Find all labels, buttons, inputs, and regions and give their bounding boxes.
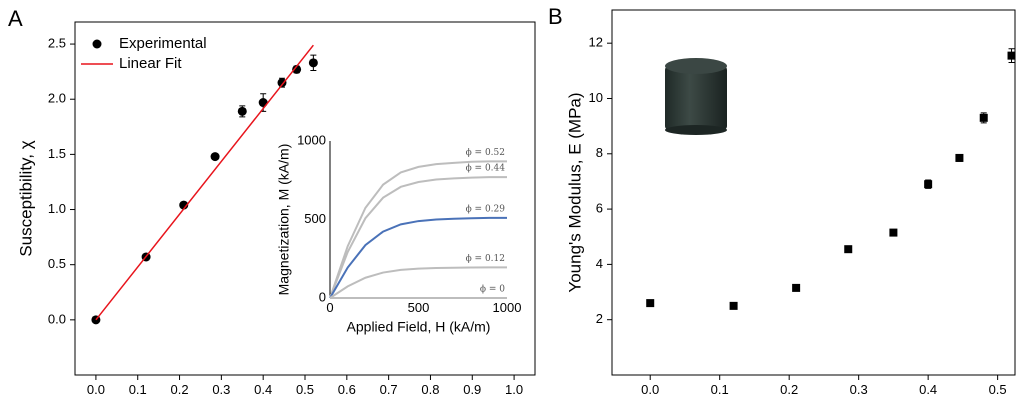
y-tick-label: 10 <box>589 90 603 105</box>
x-tick-label: 1.0 <box>505 382 523 397</box>
series-line <box>329 160 507 299</box>
x-tick-label: 0.5 <box>296 382 314 397</box>
y-tick-label: 6 <box>596 201 603 216</box>
y-tick-label: 0.0 <box>48 311 66 326</box>
x-tick-label: 0.5 <box>989 382 1007 397</box>
y-tick-label: 2.5 <box>48 36 66 51</box>
y-tick-label: 0 <box>319 289 326 304</box>
data-point <box>292 64 302 74</box>
data-point <box>646 299 655 308</box>
x-tick-label: 0.3 <box>850 382 868 397</box>
x-tick-label: 0.2 <box>780 382 798 397</box>
data-point <box>179 200 189 210</box>
y-axis-title: Magnetization, M (kA/m) <box>276 144 292 296</box>
data-point <box>979 113 988 122</box>
x-tick-label: 0.4 <box>254 382 272 397</box>
plot-frame <box>611 9 1016 376</box>
curve-label: ϕ = 0.52 <box>466 148 505 158</box>
data-point <box>1007 51 1016 60</box>
x-tick-label: 0.1 <box>129 382 147 397</box>
y-tick-label: 2 <box>596 311 603 326</box>
x-tick-label: 0.2 <box>171 382 189 397</box>
y-tick-label: 0.5 <box>48 256 66 271</box>
curve-label: ϕ = 0.44 <box>466 164 506 174</box>
y-axis-title: Young's Modulus, E (MPa) <box>565 92 584 292</box>
x-tick-label: 0.9 <box>463 382 481 397</box>
x-tick-label: 0.1 <box>711 382 729 397</box>
data-point <box>844 245 853 254</box>
x-tick-label: 1000 <box>493 300 522 315</box>
y-tick-label: 500 <box>304 211 326 226</box>
y-tick-label: 1.0 <box>48 201 66 216</box>
panel-label: A <box>8 6 23 31</box>
y-tick-label: 2.0 <box>48 91 66 106</box>
legend-label: Experimental <box>119 35 207 52</box>
data-point <box>277 78 287 88</box>
series-line <box>329 266 507 299</box>
series-line <box>329 216 507 299</box>
legend-swatch <box>92 39 102 49</box>
x-tick-label: 500 <box>408 300 430 315</box>
data-point <box>924 180 933 189</box>
x-tick-label: 0.4 <box>919 382 937 397</box>
panel-label: B <box>548 4 563 29</box>
series-line <box>329 176 507 299</box>
series-line <box>95 44 314 321</box>
x-axis-title: Applied Field, H (kA/m) <box>347 319 491 335</box>
x-tick-label: 0.6 <box>338 382 356 397</box>
y-tick-label: 8 <box>596 145 603 160</box>
legend-label: Linear Fit <box>119 55 182 72</box>
data-point <box>729 301 738 310</box>
data-point <box>792 283 801 292</box>
x-tick-label: 0.7 <box>380 382 398 397</box>
data-point <box>889 228 898 237</box>
data-point <box>210 152 220 162</box>
x-tick-label: 0.0 <box>87 382 105 397</box>
x-tick-label: 0.8 <box>421 382 439 397</box>
data-point <box>955 153 964 162</box>
y-tick-label: 1.5 <box>48 146 66 161</box>
x-tick-label: 0.0 <box>641 382 659 397</box>
curve-label: ϕ = 0.12 <box>466 254 505 264</box>
y-tick-label: 1000 <box>297 132 326 147</box>
curve-label: ϕ = 0.29 <box>466 204 506 214</box>
y-tick-label: 4 <box>596 256 603 271</box>
y-tick-label: 12 <box>589 35 603 50</box>
x-tick-label: 0.3 <box>212 382 230 397</box>
sample-photo <box>665 58 727 135</box>
data-point <box>308 58 318 68</box>
data-point <box>237 106 247 116</box>
y-axis-title: Susceptibility, χ <box>16 140 35 256</box>
curve-label: ϕ = 0 <box>480 285 505 295</box>
x-tick-label: 0 <box>326 300 333 315</box>
